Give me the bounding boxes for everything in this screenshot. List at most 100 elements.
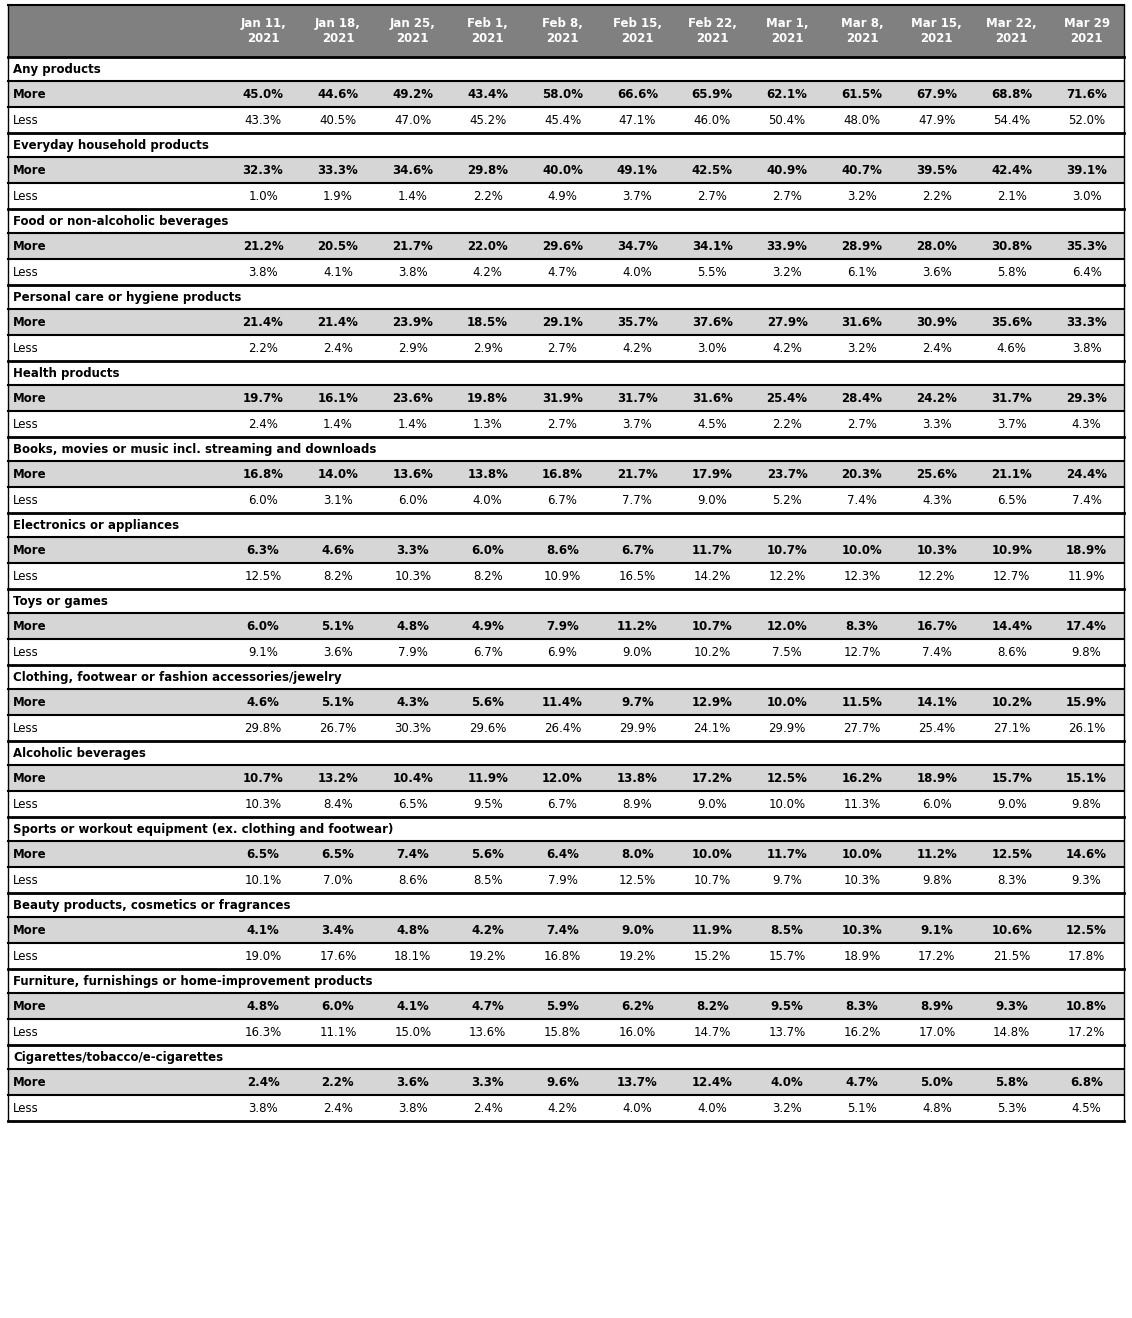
Text: 12.0%: 12.0% — [542, 771, 583, 784]
Text: 7.4%: 7.4% — [1072, 493, 1101, 506]
Text: 14.6%: 14.6% — [1066, 847, 1107, 861]
Text: Sports or workout equipment (ex. clothing and footwear): Sports or workout equipment (ex. clothin… — [12, 822, 394, 836]
Text: 8.2%: 8.2% — [473, 569, 503, 583]
Text: 7.0%: 7.0% — [323, 874, 353, 887]
Text: 15.9%: 15.9% — [1066, 696, 1107, 709]
Text: 18.9%: 18.9% — [843, 949, 881, 962]
Text: More: More — [12, 468, 46, 481]
Text: 8.6%: 8.6% — [398, 874, 428, 887]
Text: Less: Less — [12, 721, 38, 734]
Text: 3.4%: 3.4% — [321, 924, 354, 937]
Text: 4.1%: 4.1% — [247, 924, 280, 937]
Text: 12.3%: 12.3% — [843, 569, 881, 583]
Text: 4.0%: 4.0% — [473, 493, 503, 506]
Text: 10.8%: 10.8% — [1066, 999, 1107, 1012]
Text: 11.2%: 11.2% — [917, 847, 958, 861]
Text: 61.5%: 61.5% — [841, 87, 883, 100]
Text: 65.9%: 65.9% — [692, 87, 732, 100]
Text: 4.0%: 4.0% — [623, 1102, 652, 1115]
Text: 2.4%: 2.4% — [473, 1102, 503, 1115]
Text: 17.9%: 17.9% — [692, 468, 732, 481]
Bar — [8, 385, 1124, 411]
Text: Beauty products, cosmetics or fragrances: Beauty products, cosmetics or fragrances — [12, 899, 291, 912]
Text: 5.8%: 5.8% — [995, 1075, 1028, 1089]
Text: 10.0%: 10.0% — [692, 847, 732, 861]
Bar — [8, 764, 1124, 791]
Text: 47.0%: 47.0% — [394, 113, 431, 127]
Text: 3.6%: 3.6% — [323, 646, 353, 659]
Text: 33.3%: 33.3% — [1066, 315, 1107, 328]
Text: 3.3%: 3.3% — [471, 1075, 504, 1089]
Bar — [8, 1095, 1124, 1122]
Text: Electronics or appliances: Electronics or appliances — [12, 518, 179, 531]
Text: 2.7%: 2.7% — [548, 418, 577, 431]
Text: 11.9%: 11.9% — [468, 771, 508, 784]
Text: Less: Less — [12, 113, 38, 127]
Text: 68.8%: 68.8% — [992, 87, 1032, 100]
Text: 17.4%: 17.4% — [1066, 619, 1107, 633]
Text: Mar 8,
2021: Mar 8, 2021 — [841, 17, 883, 45]
Text: 10.7%: 10.7% — [242, 771, 283, 784]
Text: 29.9%: 29.9% — [619, 721, 657, 734]
Text: 26.1%: 26.1% — [1067, 721, 1105, 734]
Text: 6.4%: 6.4% — [546, 847, 578, 861]
Text: 24.2%: 24.2% — [917, 391, 958, 405]
Bar — [8, 689, 1124, 714]
Text: 21.4%: 21.4% — [317, 315, 359, 328]
Text: 6.0%: 6.0% — [321, 999, 354, 1012]
Text: 4.7%: 4.7% — [548, 265, 577, 278]
Text: 6.3%: 6.3% — [247, 543, 280, 556]
Bar — [8, 210, 1124, 233]
Text: 8.2%: 8.2% — [696, 999, 729, 1012]
Text: 10.4%: 10.4% — [393, 771, 434, 784]
Text: 2.4%: 2.4% — [247, 1075, 280, 1089]
Bar — [8, 285, 1124, 308]
Text: 13.8%: 13.8% — [468, 468, 508, 481]
Text: 9.6%: 9.6% — [546, 1075, 578, 1089]
Text: Less: Less — [12, 341, 38, 355]
Text: 4.6%: 4.6% — [247, 696, 280, 709]
Text: 7.9%: 7.9% — [548, 874, 577, 887]
Text: 28.0%: 28.0% — [917, 240, 958, 253]
Bar — [8, 513, 1124, 536]
Text: 15.2%: 15.2% — [694, 949, 731, 962]
Text: 4.9%: 4.9% — [548, 190, 577, 203]
Text: 35.7%: 35.7% — [617, 315, 658, 328]
Text: 26.7%: 26.7% — [319, 721, 357, 734]
Bar — [8, 791, 1124, 817]
Text: 6.5%: 6.5% — [247, 847, 280, 861]
Text: 2.4%: 2.4% — [921, 341, 952, 355]
Text: 12.2%: 12.2% — [918, 569, 955, 583]
Text: 25.4%: 25.4% — [918, 721, 955, 734]
Text: 4.2%: 4.2% — [772, 341, 803, 355]
Text: 10.0%: 10.0% — [766, 696, 807, 709]
Text: More: More — [12, 87, 46, 100]
Text: 2.9%: 2.9% — [397, 341, 428, 355]
Text: 9.5%: 9.5% — [771, 999, 804, 1012]
Text: 14.4%: 14.4% — [992, 619, 1032, 633]
Text: 10.7%: 10.7% — [694, 874, 731, 887]
Text: 4.5%: 4.5% — [697, 418, 727, 431]
Text: 8.5%: 8.5% — [771, 924, 804, 937]
Text: 6.5%: 6.5% — [997, 493, 1027, 506]
Text: 30.3%: 30.3% — [394, 721, 431, 734]
Text: Less: Less — [12, 1102, 38, 1115]
Text: Less: Less — [12, 265, 38, 278]
Text: 5.1%: 5.1% — [321, 619, 354, 633]
Text: 3.0%: 3.0% — [697, 341, 727, 355]
Text: 21.4%: 21.4% — [242, 315, 283, 328]
Text: 8.0%: 8.0% — [621, 847, 654, 861]
Text: 4.2%: 4.2% — [471, 924, 504, 937]
Text: 12.5%: 12.5% — [992, 847, 1032, 861]
Text: 5.8%: 5.8% — [997, 265, 1027, 278]
Text: 3.2%: 3.2% — [772, 1102, 801, 1115]
Text: 39.1%: 39.1% — [1066, 163, 1107, 177]
Text: 14.0%: 14.0% — [317, 468, 359, 481]
Text: 1.3%: 1.3% — [473, 418, 503, 431]
Text: 4.8%: 4.8% — [396, 619, 429, 633]
Text: 11.7%: 11.7% — [766, 847, 807, 861]
Text: 29.6%: 29.6% — [542, 240, 583, 253]
Text: 8.3%: 8.3% — [846, 999, 878, 1012]
Text: 19.8%: 19.8% — [468, 391, 508, 405]
Text: 7.5%: 7.5% — [772, 646, 801, 659]
